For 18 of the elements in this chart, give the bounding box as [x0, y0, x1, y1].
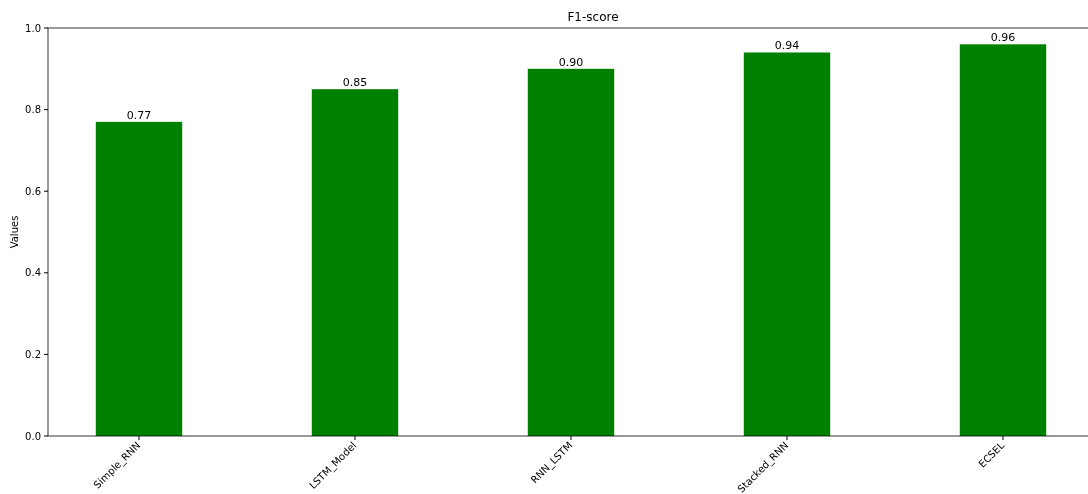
bar	[311, 89, 399, 436]
data-label: 0.90	[558, 55, 584, 69]
chart-title: F1-score	[567, 10, 619, 24]
y-tick-label: 0.4	[25, 267, 41, 279]
y-tick-label: 0.6	[25, 185, 41, 197]
bar	[959, 44, 1047, 436]
bar	[527, 68, 615, 436]
y-tick-label: 1.0	[25, 22, 41, 34]
bar	[743, 52, 831, 436]
data-label: 0.94	[774, 39, 800, 53]
data-label: 0.85	[342, 76, 368, 90]
y-tick-label: 0.0	[25, 430, 41, 442]
bar	[95, 121, 183, 436]
y-axis-title: Values	[9, 215, 20, 249]
y-tick-label: 0.8	[25, 104, 41, 116]
data-label: 0.77	[126, 108, 152, 122]
data-label: 0.96	[990, 31, 1016, 45]
y-tick-label: 0.2	[25, 348, 41, 360]
